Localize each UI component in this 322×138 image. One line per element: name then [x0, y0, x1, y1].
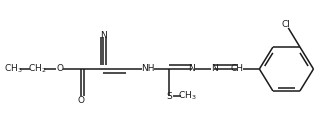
Text: N: N: [211, 64, 218, 74]
Text: NH: NH: [141, 64, 155, 74]
Text: S: S: [166, 91, 172, 101]
Text: CH$_3$: CH$_3$: [178, 90, 196, 102]
Text: Cl: Cl: [282, 20, 291, 29]
Text: CH: CH: [230, 64, 243, 74]
Text: O: O: [77, 96, 84, 105]
Text: N: N: [188, 64, 195, 74]
Text: CH$_3$: CH$_3$: [4, 63, 22, 75]
Text: O: O: [56, 64, 63, 74]
Text: CH$_2$: CH$_2$: [28, 63, 46, 75]
Text: N: N: [100, 31, 107, 40]
